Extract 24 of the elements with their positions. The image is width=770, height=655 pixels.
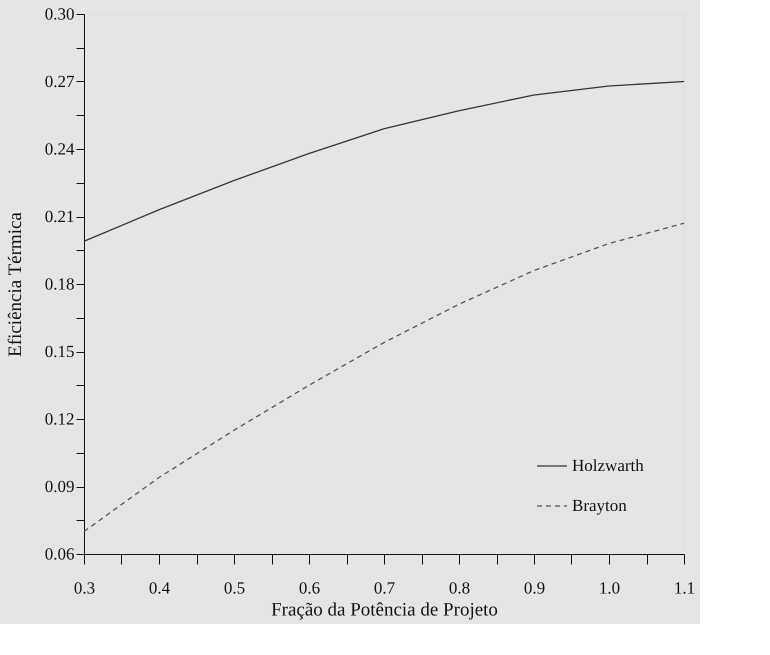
y-tick-label: 0.24 — [44, 140, 75, 158]
line-series — [83, 80, 685, 242]
y-tick-label: 0.21 — [44, 207, 74, 226]
y-tick-label: 0.09 — [44, 477, 74, 496]
y-tick-label: 0.15 — [44, 342, 74, 361]
y-tick-label: 0.18 — [44, 274, 74, 294]
legend-label: Holzwarth — [572, 456, 644, 475]
line-series — [83, 222, 685, 532]
y-tick-label: 0.12 — [44, 410, 74, 428]
x-tick-label: 0.6 — [298, 578, 320, 598]
x-tick-label: 0.9 — [524, 578, 546, 598]
x-tick-label: 0.8 — [448, 578, 470, 598]
x-tick-label: 0.7 — [374, 578, 396, 598]
x-tick-label: 0.5 — [224, 578, 246, 598]
x-tick-label: 0.4 — [148, 578, 171, 598]
x-tick-label: 1.1 — [674, 578, 696, 598]
y-tick-label: 0.27 — [44, 72, 75, 91]
x-tick-label: 0.3 — [74, 578, 96, 598]
x-tick-label: 1.0 — [598, 578, 620, 598]
y-axis-title: Eficiência Térmica — [4, 212, 26, 357]
x-axis-title: Fração da Potência de Projeto — [271, 600, 498, 620]
legend-label: Brayton — [572, 496, 628, 515]
y-tick-label: 0.30 — [44, 4, 74, 24]
y-tick-label: 0.06 — [44, 544, 74, 564]
